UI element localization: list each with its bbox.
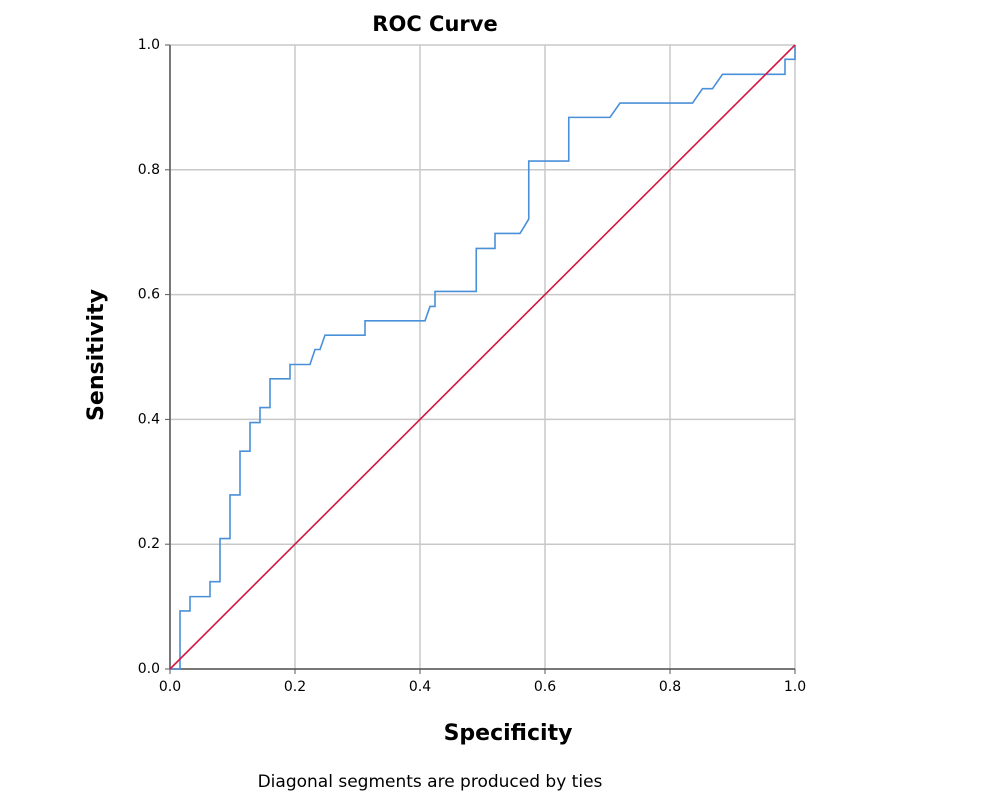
- x-tick-label: 0.2: [284, 679, 306, 695]
- x-axis-label: Specificity: [444, 721, 573, 746]
- x-tick-label: 0.6: [534, 679, 556, 695]
- y-tick-label: 0.6: [138, 287, 160, 303]
- roc-line: [170, 45, 796, 670]
- y-tick-label: 0.8: [138, 162, 160, 178]
- x-tick-label: 0.8: [659, 679, 681, 695]
- y-tick-label: 1.0: [138, 37, 160, 53]
- chart-title: ROC Curve: [372, 12, 497, 36]
- x-tick-label: 0.4: [409, 679, 431, 695]
- roc-line: [169, 44, 796, 670]
- y-tick-label: 0.4: [138, 411, 160, 427]
- y-axis-label: Sensitivity: [84, 289, 109, 421]
- y-tick-label: 0.2: [138, 536, 160, 552]
- x-tick-label: 0.0: [159, 679, 181, 695]
- x-tick-label: 1.0: [784, 679, 806, 695]
- footnote: Diagonal segments are produced by ties: [258, 772, 603, 792]
- y-tick-label: 0.0: [138, 661, 160, 677]
